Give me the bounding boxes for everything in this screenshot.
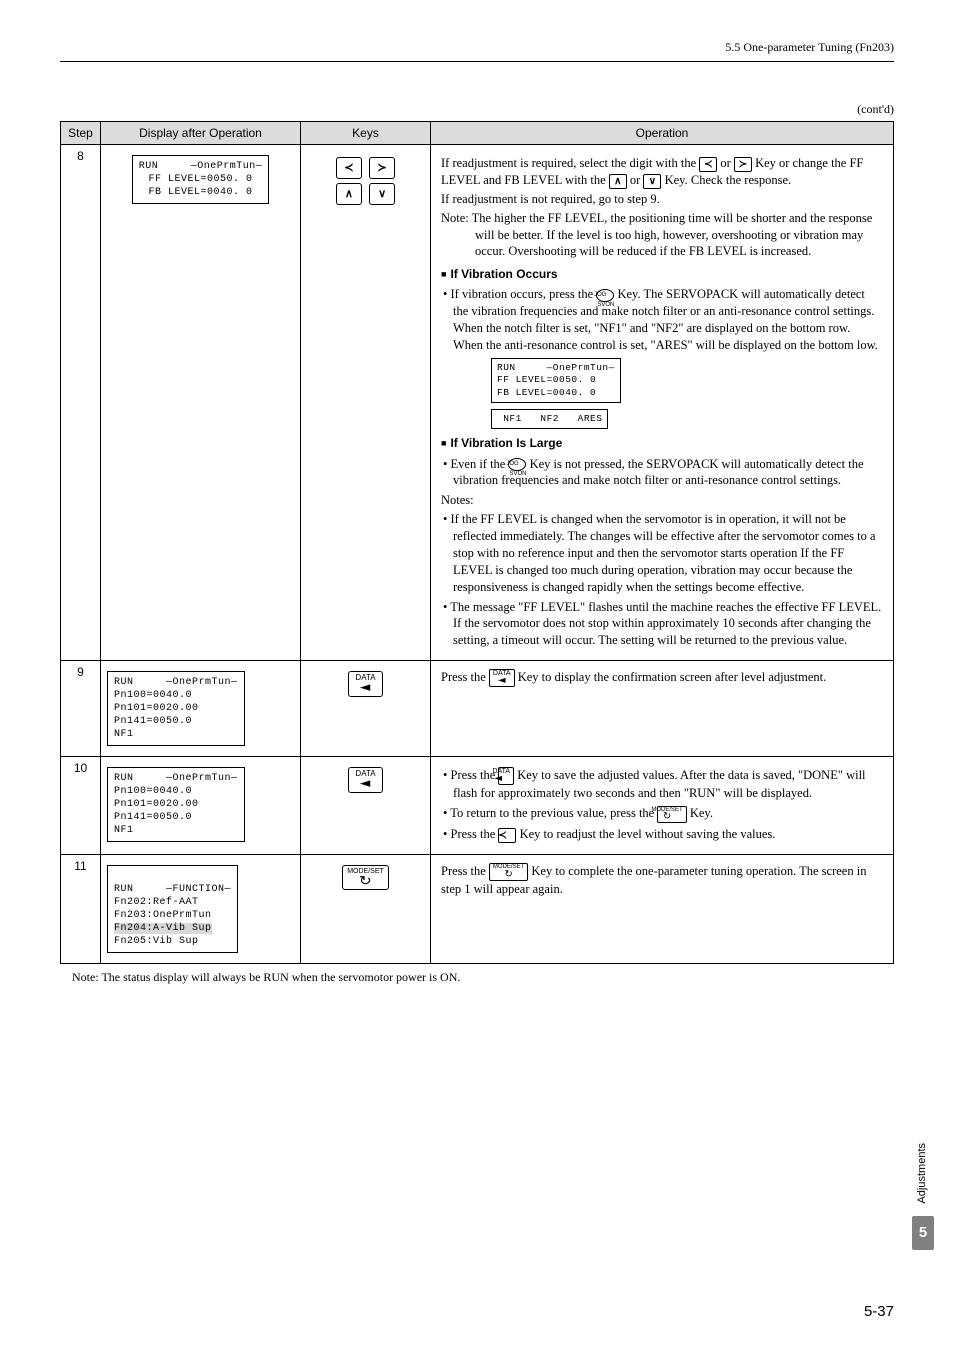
op-text: If readjustment is required, select the … [441,156,699,170]
notes-label: Notes: [441,492,883,509]
op-text: Even if the [451,457,509,471]
op-text: Key to display the confirmation screen a… [518,670,827,684]
step-num: 8 [61,145,101,661]
side-chapter-num: 5 [912,1216,934,1250]
data-key-icon: DATA◂ [489,669,515,687]
down-key-icon: ∨ [369,183,395,205]
op-text: Key. [690,806,713,820]
op-text: Press the [441,864,489,878]
lcd-display: RUN ―OnePrmTun― FF LEVEL=0050. 0 FB LEVE… [132,155,270,204]
op-text: Press the [441,670,489,684]
up-key-icon: ∧ [336,183,362,205]
right-key-icon: ≻ [369,157,395,179]
procedure-table: Step Display after Operation Keys Operat… [60,121,894,964]
left-key-icon: ≺ [699,157,717,172]
page-number: 5-37 [864,1303,894,1320]
op-text: The message "FF LEVEL" flashes until the… [441,599,883,650]
lcd-display: RUN ―OnePrmTun― FF LEVEL=0050. 0 FB LEVE… [491,358,621,403]
lcd-display: RUN ―FUNCTION― Fn202:Ref-AAT Fn203:OnePr… [107,865,238,953]
lcd-display: NF1 NF2 ARES [491,409,608,429]
lcd-display: RUN ―OnePrmTun― Pn100=0040.0 Pn101=0020.… [107,767,245,842]
step-num: 10 [61,757,101,855]
table-row: 9 RUN ―OnePrmTun― Pn100=0040.0 Pn101=002… [61,661,894,757]
step-num: 9 [61,661,101,757]
right-key-icon: ≻ [734,157,752,172]
left-key-icon: ≺ [498,828,516,843]
op-subheading: ■If Vibration Occurs [441,266,883,282]
op-text: Key to readjust the level without saving… [520,827,776,841]
keys-cell: MODE/SET↻ [301,854,431,963]
jog-key-icon: JOGSVON [508,458,526,471]
side-label: Adjustments [916,1143,928,1204]
operation-cell: Press the DATA◂ Key to display the confi… [431,661,894,757]
op-text: To return to the previous value, press t… [450,806,657,820]
display-cell: RUN ―FUNCTION― Fn202:Ref-AAT Fn203:OnePr… [101,854,301,963]
keys-cell: ≺ ≻ ∧ ∨ [301,145,431,661]
th-step: Step [61,122,101,145]
table-row: 10 RUN ―OnePrmTun― Pn100=0040.0 Pn101=00… [61,757,894,855]
op-text: If readjustment is not required, go to s… [441,191,883,208]
op-text: Key. Check the response. [665,173,792,187]
th-display: Display after Operation [101,122,301,145]
op-subheading: ■If Vibration Is Large [441,435,883,451]
modeset-key-icon: MODE/SET↻ [489,863,528,880]
op-text: If vibration occurs, press the [451,287,597,301]
left-key-icon: ≺ [336,157,362,179]
operation-cell: Press the DATA◂ Key to save the adjusted… [431,757,894,855]
page-header: 5.5 One-parameter Tuning (Fn203) [60,40,894,62]
jog-key-icon: JOGSVON [596,289,614,302]
display-cell: RUN ―OnePrmTun― Pn100=0040.0 Pn101=0020.… [101,661,301,757]
down-key-icon: ∨ [643,174,661,189]
display-cell: RUN ―OnePrmTun― Pn100=0040.0 Pn101=0020.… [101,757,301,855]
keys-cell: DATA◂ [301,757,431,855]
side-tab: Adjustments 5 [912,1143,932,1250]
op-text: Press the [451,827,499,841]
op-note: Note: The higher the FF LEVEL, the posit… [441,210,883,261]
modeset-key-icon: MODE/SET↻ [342,865,389,890]
th-keys: Keys [301,122,431,145]
th-operation: Operation [431,122,894,145]
data-key-icon: DATA◂ [498,767,514,785]
keys-cell: DATA◂ [301,661,431,757]
op-text: Key to save the adjusted values. After t… [453,768,866,800]
table-row: 11 RUN ―FUNCTION― Fn202:Ref-AAT Fn203:On… [61,854,894,963]
lcd-display: RUN ―OnePrmTun― Pn100=0040.0 Pn101=0020.… [107,671,245,746]
op-text: Press the [451,768,499,782]
modeset-key-icon: MODE/SET↻ [657,806,686,823]
step-num: 11 [61,854,101,963]
operation-cell: If readjustment is required, select the … [431,145,894,661]
contd-label: (cont'd) [60,102,894,117]
display-cell: RUN ―OnePrmTun― FF LEVEL=0050. 0 FB LEVE… [101,145,301,661]
up-key-icon: ∧ [609,174,627,189]
op-text: If the FF LEVEL is changed when the serv… [441,511,883,595]
operation-cell: Press the MODE/SET↻ Key to complete the … [431,854,894,963]
footnote: Note: The status display will always be … [60,970,894,985]
data-key-icon: DATA◂ [348,767,382,793]
data-key-icon: DATA◂ [348,671,382,697]
table-row: 8 RUN ―OnePrmTun― FF LEVEL=0050. 0 FB LE… [61,145,894,661]
